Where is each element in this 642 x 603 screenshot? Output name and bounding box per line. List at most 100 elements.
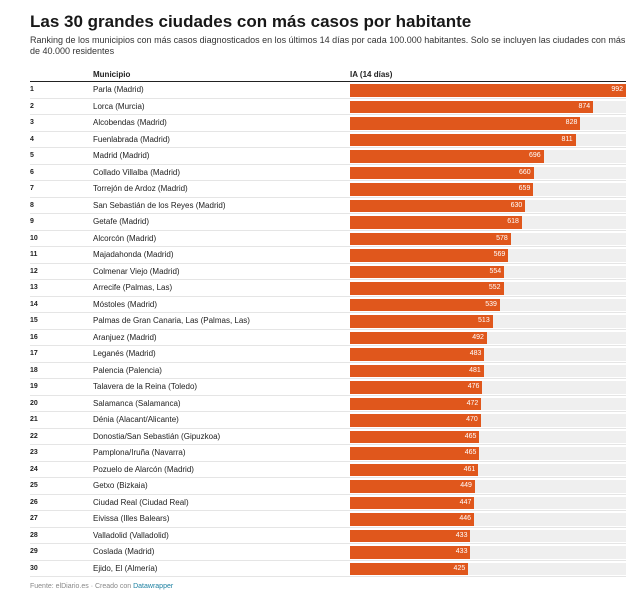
bar-value-label: 660 (518, 168, 531, 176)
row-divider (30, 229, 626, 231)
chart-title: Las 30 grandes ciudades con más casos po… (30, 12, 472, 31)
bar-track: 696 (350, 150, 626, 163)
municipio-label: Madrid (Madrid) (93, 151, 150, 160)
table-row: 2 Lorca (Murcia) 874 (30, 99, 626, 115)
municipio-label: Torrejón de Ardoz (Madrid) (93, 184, 188, 193)
municipio-label: Móstoles (Madrid) (93, 299, 158, 309)
rank-label: 18 (30, 366, 38, 374)
row-divider (30, 262, 626, 264)
municipio-label: Palmas de Gran Canaria, Las (Palmas, Las… (93, 316, 250, 325)
row-divider (30, 444, 626, 445)
table-row: 4 Fuenlabrada (Madrid) 811 (30, 132, 626, 148)
municipio-label: Pozuelo de Alarcón (Madrid) (93, 464, 194, 474)
row-divider (30, 130, 626, 132)
footer: Fuente: elDiario.es · Creado con Datawra… (30, 583, 173, 590)
row-divider (30, 576, 626, 577)
row-divider (30, 345, 626, 346)
bar-track: 449 (350, 480, 626, 493)
header-rule (30, 81, 626, 82)
bar-track: 811 (350, 133, 626, 146)
bar: 449 (350, 480, 475, 493)
footer-source: Fuente: elDiario.es · Creado con (30, 583, 134, 590)
municipio-label: Talavera de la Reina (Toledo) (93, 382, 198, 391)
bar: 539 (350, 298, 500, 311)
bar-value-label: 425 (453, 564, 466, 572)
bar-value-label: 696 (528, 152, 541, 159)
table-row: 27 Eivissa (Illes Balears) 446 (30, 511, 626, 528)
bar-track: 554 (350, 265, 626, 278)
row-divider (30, 427, 626, 429)
row-divider (30, 114, 626, 115)
bar: 483 (350, 348, 485, 361)
bar-value-label: 461 (463, 465, 476, 473)
row-divider (30, 312, 626, 313)
row-divider (30, 279, 626, 280)
bar-track: 492 (350, 331, 626, 344)
bar-value-label: 552 (488, 284, 501, 291)
bar: 569 (350, 249, 509, 262)
row-divider (30, 213, 626, 214)
municipio-label: Majadahonda (Madrid) (93, 250, 174, 259)
rank-label: 16 (30, 333, 38, 341)
table-row: 28 Valladolid (Valladolid) 433 (30, 528, 626, 544)
municipio-label: Fuenlabrada (Madrid) (93, 134, 170, 144)
municipio-label: Lorca (Murcia) (93, 101, 145, 111)
bar: 465 (350, 430, 480, 443)
municipio-label: Leganés (Madrid) (93, 349, 156, 358)
table-row: 22 Donostia/San Sebastián (Gipuzkoa) 465 (30, 429, 626, 445)
bar-value-label: 569 (493, 251, 506, 258)
table-row: 30 Ejido, El (Almería) 425 (30, 561, 626, 577)
bar-value-label: 828 (565, 119, 578, 126)
chart-subtitle: Ranking de los municipios con más casos … (30, 35, 626, 56)
bar: 461 (350, 463, 479, 476)
row-divider (30, 196, 626, 198)
bar: 552 (350, 282, 504, 295)
bar-value-label: 465 (464, 432, 477, 440)
row-divider (30, 559, 626, 561)
bar: 992 (350, 84, 626, 97)
bar: 425 (350, 562, 469, 575)
rank-label: 24 (30, 465, 38, 473)
datawrapper-link[interactable]: Datawrapper (133, 583, 174, 590)
rank-label: 14 (30, 300, 38, 308)
municipio-label: Eivissa (Illes Balears) (93, 514, 170, 523)
bar: 874 (350, 100, 594, 113)
bar: 476 (350, 381, 483, 394)
row-divider (30, 493, 626, 495)
municipio-label: Aranjuez (Madrid) (93, 332, 157, 342)
bar: 618 (350, 216, 522, 229)
bar-track: 513 (350, 315, 626, 328)
row-divider (30, 543, 626, 544)
bar: 696 (350, 150, 544, 163)
table-row: 23 Pamplona/Iruña (Navarra) 465 (30, 445, 626, 462)
table-row: 20 Salamanca (Salamanca) 472 (30, 396, 626, 412)
table-row: 12 Colmenar Viejo (Madrid) 554 (30, 264, 626, 280)
bar-value-label: 618 (507, 218, 519, 225)
table-row: 18 Palencia (Palencia) 481 (30, 363, 626, 379)
bar-value-label: 630 (510, 201, 523, 209)
row-divider (30, 378, 626, 379)
rank-label: 21 (30, 416, 38, 423)
municipio-label: San Sebastián de los Reyes (Madrid) (93, 200, 226, 210)
municipio-label: Ciudad Real (Ciudad Real) (93, 497, 189, 507)
municipio-label: Collado Villalba (Madrid) (93, 167, 181, 177)
rank-label: 3 (30, 119, 34, 126)
column-header-municipio: Municipio (93, 70, 131, 79)
rank-label: 19 (30, 383, 38, 390)
bar-track: 874 (350, 100, 626, 113)
table-row: 26 Ciudad Real (Ciudad Real) 447 (30, 495, 626, 511)
rank-label: 25 (30, 482, 38, 489)
bar: 472 (350, 397, 482, 410)
row-divider (30, 460, 626, 462)
municipio-label: Palencia (Palencia) (93, 365, 162, 375)
municipio-label: Coslada (Madrid) (93, 547, 155, 556)
bar-track: 539 (350, 298, 626, 311)
bar-value-label: 481 (469, 366, 481, 374)
municipio-label: Alcorcón (Madrid) (93, 233, 157, 243)
municipio-label: Parla (Madrid) (93, 85, 144, 94)
rank-label: 7 (30, 185, 34, 192)
municipio-label: Salamanca (Salamanca) (93, 398, 181, 408)
municipio-label: Getafe (Madrid) (93, 217, 150, 226)
bar-value-label: 539 (485, 300, 497, 308)
